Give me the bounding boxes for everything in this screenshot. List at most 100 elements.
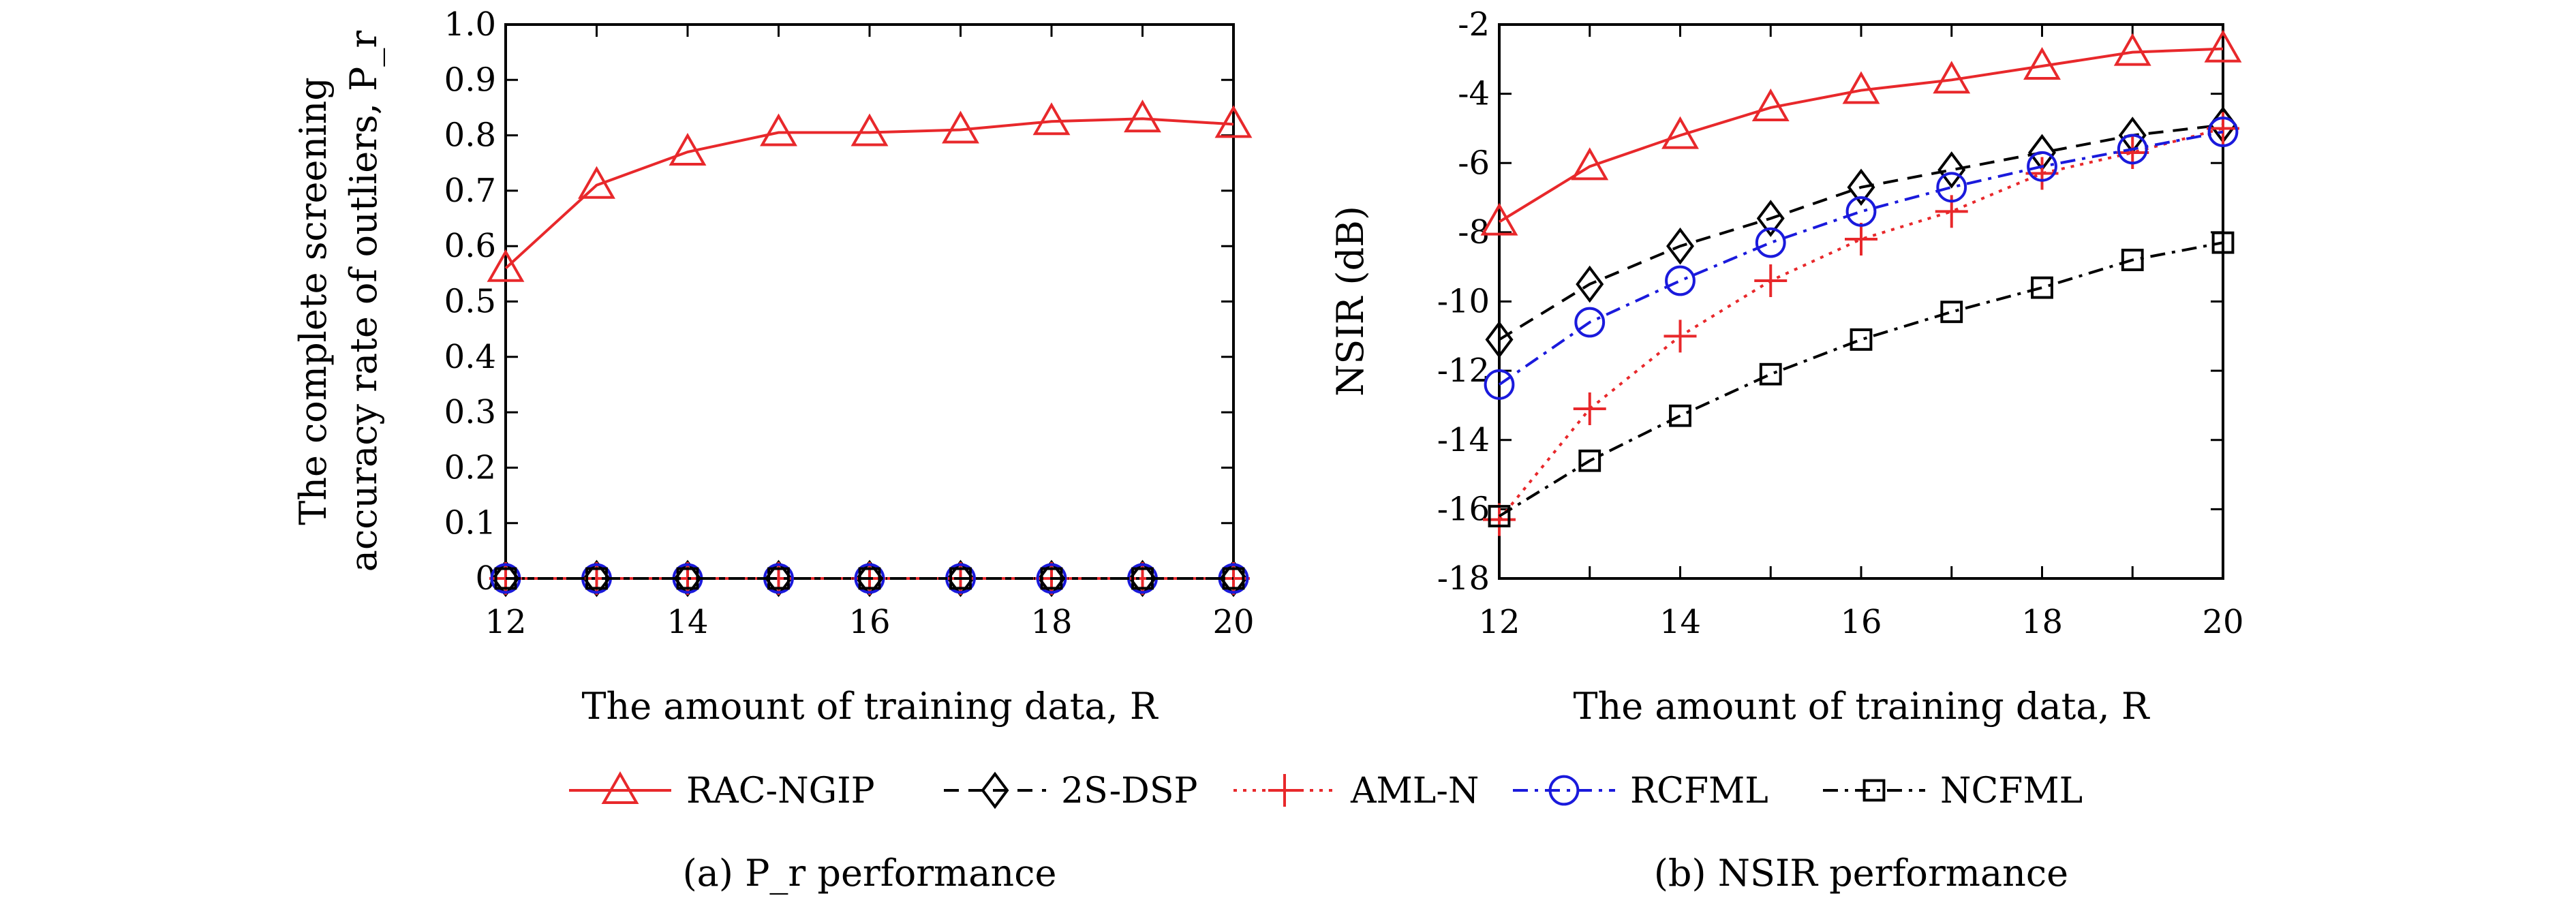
panel-b-point-rcfml: [1574, 307, 1606, 338]
legend-marker-triangle: [601, 771, 639, 804]
panel-b-point-ncfml: [1669, 404, 1691, 427]
panel-b-point-ncfml: [1578, 449, 1601, 472]
panel-b-point-rcfml: [2117, 134, 2148, 165]
panel-b-point-rcfml: [1936, 172, 1967, 203]
legend-marker-square: [1862, 779, 1886, 802]
panel-a-point-rac-ngip: [578, 166, 615, 199]
panel-b-point-rcfml: [1755, 227, 1786, 258]
panel-b-line-ncfml: [1498, 241, 2224, 518]
panel-a-ytick-label: 0.2: [444, 448, 496, 486]
panel-a-point-ncfml: [949, 567, 972, 590]
panel-a-point-rcfml: [854, 563, 885, 594]
panel-a-y-axis-label-line1: The complete screening: [292, 77, 335, 525]
panel-a-point-ncfml: [1131, 567, 1154, 590]
panel-b-series-aml-n: [1483, 112, 2239, 536]
panel-b-series-rac-ngip: [1480, 29, 2242, 236]
panel-a-series-ncfml: [494, 567, 1245, 590]
panel-b-xtick-label: 18: [2021, 603, 2063, 641]
panel-a-point-ncfml: [676, 567, 699, 590]
panel-b-point-rac-ngip: [2113, 33, 2151, 66]
legend-label: AML-N: [1350, 771, 1479, 811]
panel-b-point-rcfml: [2027, 151, 2057, 182]
panel-b-line-rcfml: [1498, 130, 2224, 386]
panel-a-y-axis: 00.10.20.30.40.50.60.70.80.91.0: [444, 5, 1233, 598]
panel-b-ytick-label: -14: [1437, 421, 1490, 459]
panel-b-ytick-label: -18: [1437, 559, 1490, 598]
panel-b-point-2s-dsp: [1937, 151, 1966, 189]
panel-b-point-rac-ngip: [1571, 147, 1609, 181]
panel-b-point-rcfml: [2207, 117, 2239, 147]
panel-b-point-ncfml: [1488, 505, 1511, 527]
panel-b-point-ncfml: [1850, 328, 1873, 351]
panel-b-point-ncfml: [2121, 249, 2144, 271]
panel-b-point-rcfml: [1845, 196, 1877, 227]
panel-a-xtick-label: 16: [848, 603, 890, 641]
panel-b-nsir-chart: -18-16-14-12-10-8-6-4-2 12 14 16 18 20 NSIR …: [1329, 5, 2244, 895]
panel-b-point-rac-ngip: [2023, 46, 2061, 80]
panel-a-xtick-label: 20: [1212, 603, 1254, 641]
panel-b-caption: (b) NSIR performance: [1654, 852, 2068, 895]
panel-b-point-aml-n: [1663, 320, 1697, 353]
panel-a-point-rac-ngip: [1124, 99, 1161, 133]
panel-b-point-aml-n: [1845, 223, 1877, 256]
panel-a-line-rac-ngip: [504, 117, 1234, 270]
legend-label: 2S-DSP: [1061, 771, 1197, 811]
panel-b-point-aml-n: [1573, 392, 1606, 426]
panel-b-xtick-label: 20: [2202, 603, 2243, 641]
panel-b-point-2s-dsp: [1485, 321, 1514, 358]
panel-b-ytick-label: -16: [1437, 490, 1490, 528]
panel-a-y-axis-label-line2: accuracy rate of outliers, P_r: [342, 31, 385, 572]
panel-a-point-rac-ngip: [487, 249, 525, 282]
legend-marker-circle: [1548, 775, 1580, 806]
panel-b-ytick-label: -4: [1458, 75, 1490, 113]
panel-b-y-axis: -18-16-14-12-10-8-6-4-2: [1437, 5, 2223, 598]
panel-a-series-rac-ngip: [487, 99, 1253, 282]
panel-b-point-rac-ngip: [1842, 71, 1880, 104]
panel-b-point-rcfml: [1484, 369, 1515, 400]
panel-b-ytick-label: -6: [1458, 144, 1490, 182]
panel-a-point-ncfml: [1040, 567, 1063, 590]
panel-a-point-ncfml: [767, 567, 790, 590]
panel-b-point-2s-dsp: [1756, 200, 1785, 237]
panel-a-ytick-label: 0.9: [444, 61, 496, 99]
panel-a-ytick-label: 0.1: [444, 504, 496, 542]
panel-a-point-rac-ngip: [669, 132, 707, 166]
panel-b-point-ncfml: [1940, 300, 1963, 324]
panel-b-series-ncfml: [1488, 231, 2235, 527]
panel-a-plot-frame: [504, 23, 1235, 580]
panel-a-ytick-label: 0.7: [444, 172, 496, 210]
panel-b-point-rac-ngip: [1751, 88, 1790, 121]
panel-b-point-2s-dsp: [1666, 227, 1694, 265]
panel-a-xtick-label: 18: [1030, 603, 1072, 641]
panel-b-point-2s-dsp: [1576, 265, 1604, 303]
panel-a-point-ncfml: [585, 567, 608, 590]
panel-b-y-axis-label: NSIR (dB): [1329, 206, 1372, 397]
legend-label: RAC-NGIP: [686, 771, 875, 811]
panel-b-xtick-label: 16: [1840, 603, 1882, 641]
panel-b-plot-frame: [1498, 23, 2224, 580]
panel-a-point-ncfml: [858, 567, 881, 590]
panel-b-point-rac-ngip: [1480, 202, 1518, 236]
panel-a-point-rac-ngip: [942, 110, 979, 144]
panel-b-point-aml-n: [1754, 264, 1788, 298]
panel-a-point-rac-ngip: [1214, 105, 1253, 138]
panel-b-series-rcfml: [1484, 117, 2239, 400]
panel-b-x-axis: 12 14 16 18 20: [1478, 25, 2244, 641]
panel-a-ytick-label: 0.5: [444, 283, 496, 321]
panel-a-xtick-label: 12: [485, 603, 526, 641]
legend-marker-plus: [1268, 774, 1301, 807]
legend: RAC-NGIP 2S-DSP AML-N RCFML NCFML: [569, 771, 2083, 811]
panel-b-x-axis-label: The amount of training data, R: [1573, 685, 2149, 728]
panel-a-xtick-label: 14: [666, 603, 708, 641]
panel-a-point-ncfml: [494, 567, 517, 590]
panel-a-x-axis-label: The amount of training data, R: [581, 685, 1158, 728]
panel-b-ytick-label: -10: [1437, 283, 1490, 321]
legend-item-rcfml: RCFML: [1513, 771, 1768, 811]
legend-item-aml-n: AML-N: [1233, 771, 1479, 811]
panel-a-series: [487, 99, 1253, 598]
panel-a-ytick-label: 0.8: [444, 117, 496, 155]
panel-a-point-rac-ngip: [760, 113, 797, 146]
panel-b-ytick-label: -12: [1437, 352, 1490, 390]
legend-label: NCFML: [1940, 771, 2083, 811]
panel-a-point-rac-ngip: [1032, 102, 1071, 136]
